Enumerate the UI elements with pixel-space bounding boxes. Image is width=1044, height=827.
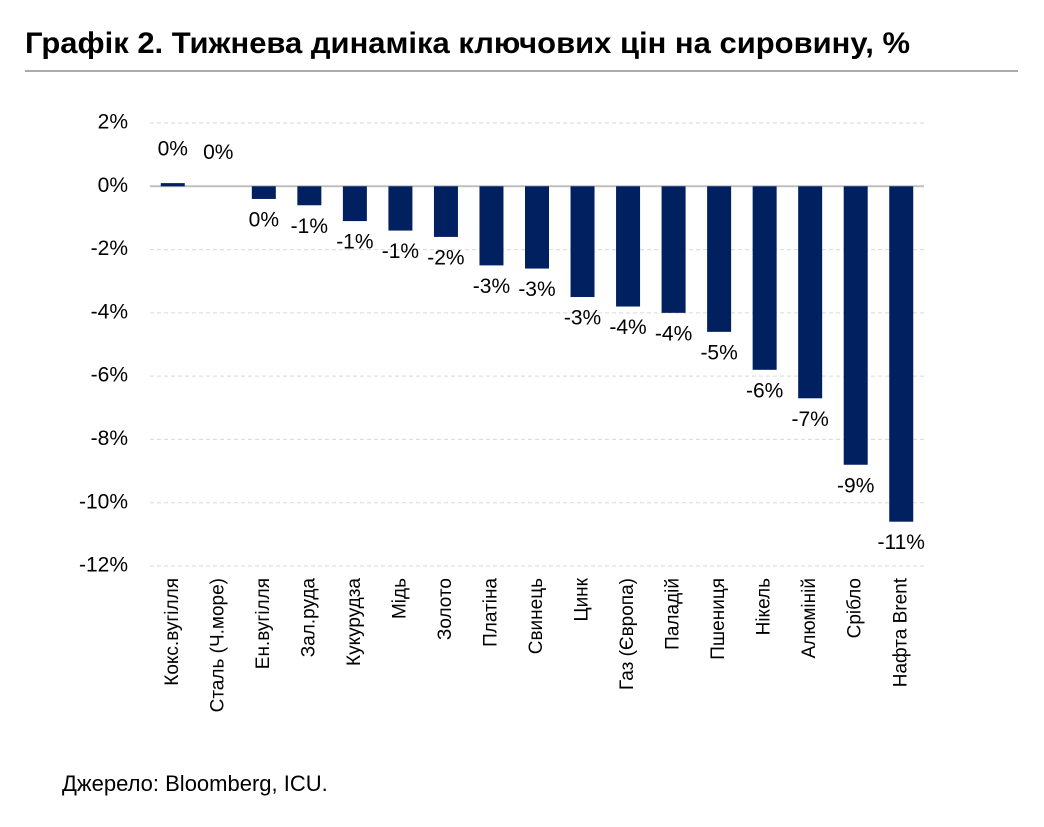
y-tick-label: -8% [91, 427, 128, 450]
bar [433, 186, 458, 237]
value-label: -1% [382, 240, 419, 263]
y-tick-label: -12% [79, 554, 128, 577]
bar [616, 186, 641, 307]
x-tick-label: Кокс.вугілля [162, 578, 183, 686]
x-tick-label: Цинк [572, 577, 593, 621]
x-tick-label: Ен.вугілля [253, 578, 274, 669]
value-label: -3% [564, 307, 601, 330]
x-tick-label: Мідь [389, 578, 410, 619]
x-tick-label: Пшениця [708, 578, 729, 660]
value-label: 0% [158, 138, 188, 161]
value-label: -1% [336, 231, 373, 254]
x-tick-label: Платіна [480, 578, 501, 647]
value-label: -11% [878, 531, 925, 554]
x-tick-label: Алюміній [799, 578, 820, 658]
bar [707, 186, 732, 332]
x-tick-label: Газ (Європа) [617, 578, 638, 690]
x-tick-label: Нікель [754, 578, 775, 635]
x-tick-label: Сталь (Ч.море) [207, 578, 228, 712]
value-label: 0% [203, 141, 233, 164]
y-tick-label: 2% [98, 111, 128, 134]
x-tick-label: Свинець [526, 578, 547, 654]
x-tick-label: Золото [435, 578, 456, 640]
value-label: -7% [791, 408, 828, 431]
value-label: -9% [837, 474, 874, 497]
bar [297, 186, 322, 206]
value-label: -4% [655, 322, 692, 345]
source-note: Джерело: Bloomberg, ICU. [62, 771, 328, 796]
value-label: -3% [473, 275, 510, 298]
bar [525, 186, 549, 269]
bar [251, 186, 276, 199]
y-tick-label: -2% [91, 237, 128, 260]
y-tick-label: -6% [91, 364, 128, 387]
bar [388, 186, 413, 231]
x-tick-label: Кукурудза [344, 578, 365, 666]
y-tick-label: 0% [98, 174, 128, 197]
bar [570, 186, 595, 298]
value-label: -1% [291, 215, 328, 238]
bar [342, 186, 367, 222]
y-tick-label: -4% [91, 300, 128, 323]
bar [843, 186, 868, 465]
x-tick-label: Нафта Brent [890, 577, 911, 687]
value-label: -5% [700, 341, 737, 364]
x-tick-label: Зал.руда [298, 578, 319, 658]
y-tick-label: -10% [79, 490, 128, 513]
bar [889, 186, 914, 522]
value-label: 0% [249, 208, 279, 231]
chart-title: Графік 2. Тижнева динаміка ключових цін … [25, 27, 910, 60]
bar [160, 183, 185, 187]
value-label: -6% [746, 379, 783, 402]
x-tick-label: Паладій [663, 578, 684, 650]
value-label: -4% [609, 316, 646, 339]
value-label: -2% [427, 246, 464, 269]
value-label: -3% [518, 278, 555, 301]
bar [798, 186, 823, 399]
bar [752, 186, 777, 370]
x-tick-label: Срібло [845, 578, 866, 638]
bar [661, 186, 686, 313]
bar [479, 186, 504, 266]
